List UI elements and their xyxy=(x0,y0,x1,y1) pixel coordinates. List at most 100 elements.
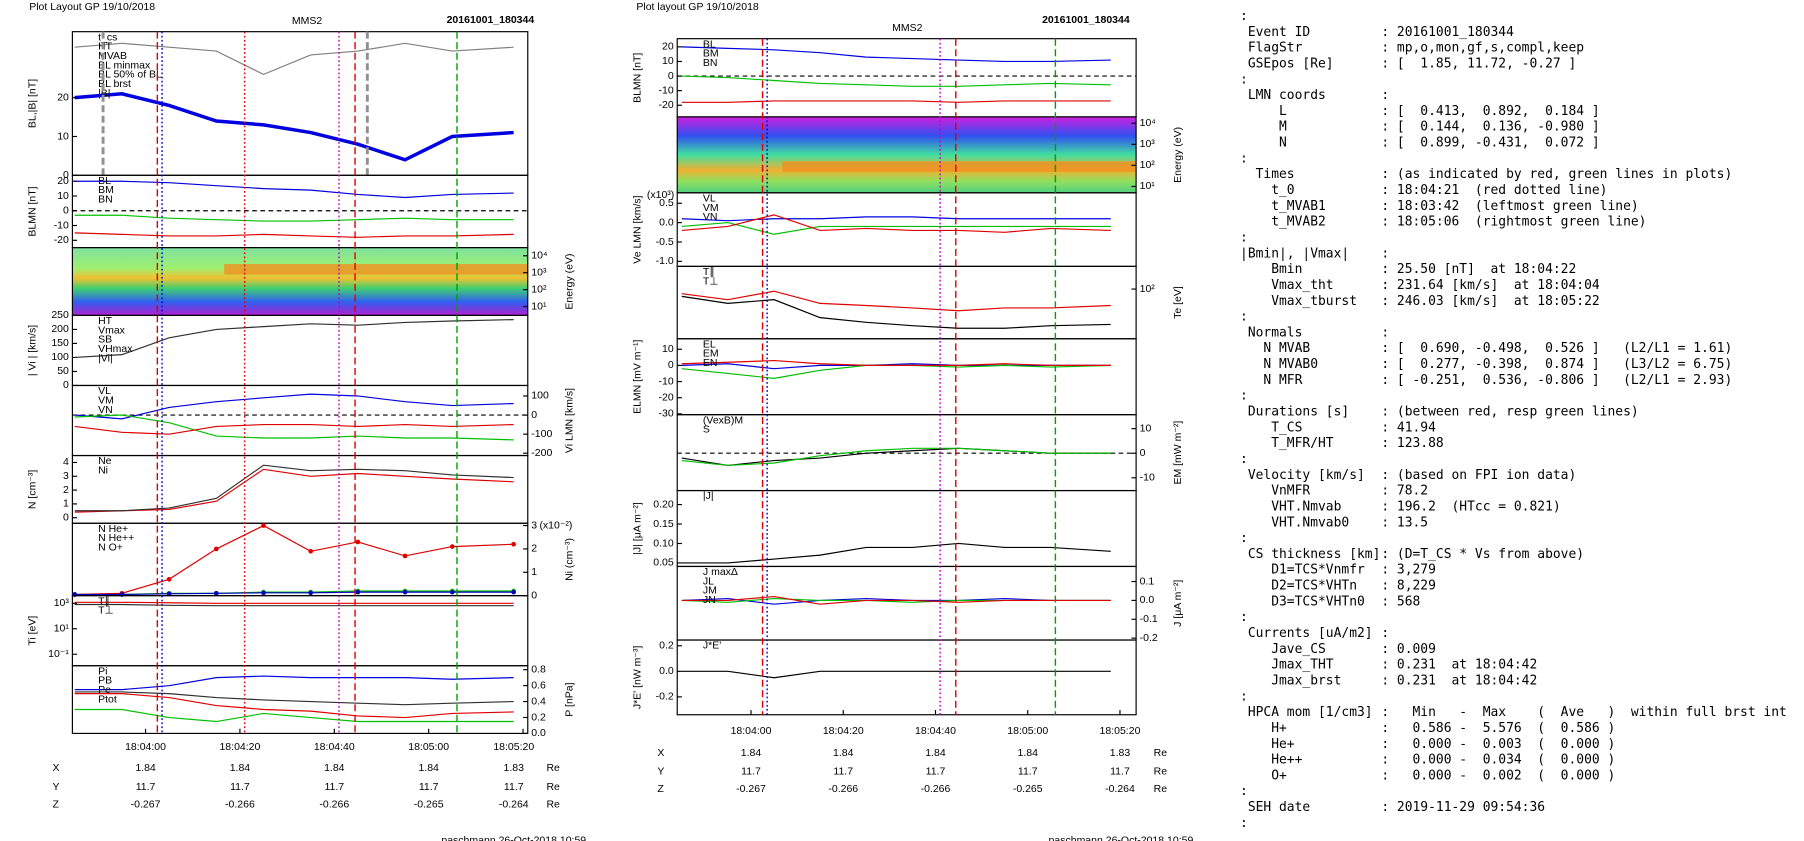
plot-title: MMS2 xyxy=(892,22,922,34)
legend-entry: |J| xyxy=(703,490,714,502)
y-tick-label: 0.0 xyxy=(659,216,674,228)
y-tick-label: 20 xyxy=(662,41,674,53)
y-tick-label: 0 xyxy=(63,205,69,217)
y-axis-label: BLMN [nT] xyxy=(26,186,38,236)
series-point xyxy=(308,590,314,596)
legend-entry: EL xyxy=(703,338,716,350)
listing-label: LMN coords xyxy=(1240,88,1326,103)
listing-label: M xyxy=(1240,120,1287,135)
series-point xyxy=(261,523,266,528)
legend-entry: EM xyxy=(703,348,719,360)
ephemeris-value: 11.7 xyxy=(1110,766,1130,778)
legend-entry: T⊥ xyxy=(98,605,114,617)
ephemeris-unit: Re xyxy=(1154,766,1168,778)
listing-value: : xyxy=(1240,72,1248,87)
y-tick-label: 10 xyxy=(57,190,69,202)
listing-label: CS thickness [km] xyxy=(1240,547,1380,562)
legend-entry: JM xyxy=(703,585,717,597)
y-tick-label: 10 xyxy=(662,343,674,355)
legend-entry: Pe xyxy=(98,684,111,696)
y-tick-label: -20 xyxy=(659,99,674,111)
series-line xyxy=(74,319,514,359)
y-tick-label: 0.15 xyxy=(653,518,674,530)
x-tick-label: 18:04:40 xyxy=(314,741,355,753)
listing-value: : 8,229 xyxy=(1381,579,1436,594)
y-tick-label: 10⁴ xyxy=(1140,117,1156,129)
listing-value: : xyxy=(1240,310,1248,325)
listing-value: : 0.000 - 0.003 ( 0.000 ) xyxy=(1381,737,1615,752)
y-tick-label: -10 xyxy=(1140,472,1155,484)
series-line xyxy=(74,214,514,222)
y-tick-label: 100 xyxy=(51,351,69,363)
legend-entry: EN xyxy=(703,357,718,369)
series-line xyxy=(74,691,514,706)
series-point xyxy=(213,546,219,552)
listing-label: He+ xyxy=(1240,737,1295,752)
y-axis-label: |J| [μA m⁻²] xyxy=(631,502,643,555)
listing-label: t_MVAB2 xyxy=(1240,215,1326,230)
y-tick-label: 0.1 xyxy=(1140,575,1155,587)
listing-value: : 78.2 xyxy=(1381,484,1428,499)
series-line xyxy=(74,180,514,199)
listing-value: : [ -0.251, 0.536, -0.806 ] (L2/L1 = 2.9… xyxy=(1381,373,1732,388)
listing-value: : xyxy=(1240,230,1248,245)
listing-label: N MFR xyxy=(1240,373,1303,388)
listing-label: Times xyxy=(1240,167,1295,182)
y-tick-label: 10 xyxy=(57,130,69,142)
legend-entry: N He++ xyxy=(98,532,134,544)
listing-label: T_MFR/HT xyxy=(1240,436,1334,451)
ephemeris-value: -0.266 xyxy=(225,798,255,810)
legend-entry: BN xyxy=(703,57,718,69)
spectrogram-band xyxy=(782,161,1137,172)
y-axis-label: Vi LMN [km/s] xyxy=(564,388,576,453)
ephemeris-value: 1.84 xyxy=(230,762,251,774)
series-line xyxy=(681,364,1111,379)
listing-value: : (D=T_CS * Vs from above) xyxy=(1381,547,1584,562)
y-tick-label: 10³ xyxy=(54,597,70,609)
y-tick-label: 0.5 xyxy=(659,197,674,209)
series-line xyxy=(681,221,1111,235)
legend-entry: VHmax xyxy=(98,343,133,355)
series-line xyxy=(74,591,514,596)
series-line xyxy=(74,468,514,513)
listing-value: : Min - Max ( Ave ) within full brst int xyxy=(1381,705,1787,720)
ephemeris-unit: Re xyxy=(546,798,560,810)
y-tick-label: -0.1 xyxy=(1140,613,1158,625)
series-point xyxy=(511,589,516,595)
series-line xyxy=(74,524,514,596)
listing-label: Vmax_tburst xyxy=(1240,294,1357,309)
y-axis-label: J*E' [nW m⁻³] xyxy=(631,646,643,710)
plot-header: Plot layout GP 19/10/2018 xyxy=(636,1,759,13)
y-axis-label: Te [eV] xyxy=(1172,286,1184,319)
legend-entry: S xyxy=(703,424,710,436)
listing-value: : 0.231 at 18:04:42 xyxy=(1381,673,1537,688)
listing-value: : xyxy=(1240,610,1248,625)
listing-label: Normals xyxy=(1240,325,1302,340)
panel-frame xyxy=(71,665,529,735)
series-line xyxy=(681,216,1111,222)
ephemeris-value: 1.84 xyxy=(324,762,345,774)
legend-entry: MVAB xyxy=(98,50,127,62)
listing-value: : xyxy=(1240,784,1248,799)
y-tick-label: -10 xyxy=(54,219,69,231)
legend-entry: BL brst xyxy=(98,78,131,90)
series-line xyxy=(74,414,514,441)
ephemeris-label: X xyxy=(657,747,664,759)
series-point xyxy=(166,576,172,582)
listing-value: : xyxy=(1381,88,1389,103)
y-tick-label: -200 xyxy=(531,447,552,459)
listing-label: VHT.Nmvab0 xyxy=(1240,515,1349,530)
series-line xyxy=(74,42,514,76)
y-axis-label: Energy (eV) xyxy=(564,254,576,310)
ephemeris-value: 11.7 xyxy=(504,781,524,793)
ephemeris-value: 11.7 xyxy=(419,781,439,793)
y-axis-label: Ti [eV] xyxy=(26,616,38,646)
legend-entry: SB xyxy=(98,334,112,346)
y-tick-label: -100 xyxy=(531,428,552,440)
legend-entry: BL minmax xyxy=(98,59,151,71)
listing-value: : xyxy=(1240,452,1248,467)
y-tick-label: -1.0 xyxy=(656,255,674,267)
legend-entry: VN xyxy=(98,404,113,416)
axis-note: (x10⁻²) xyxy=(539,519,572,531)
